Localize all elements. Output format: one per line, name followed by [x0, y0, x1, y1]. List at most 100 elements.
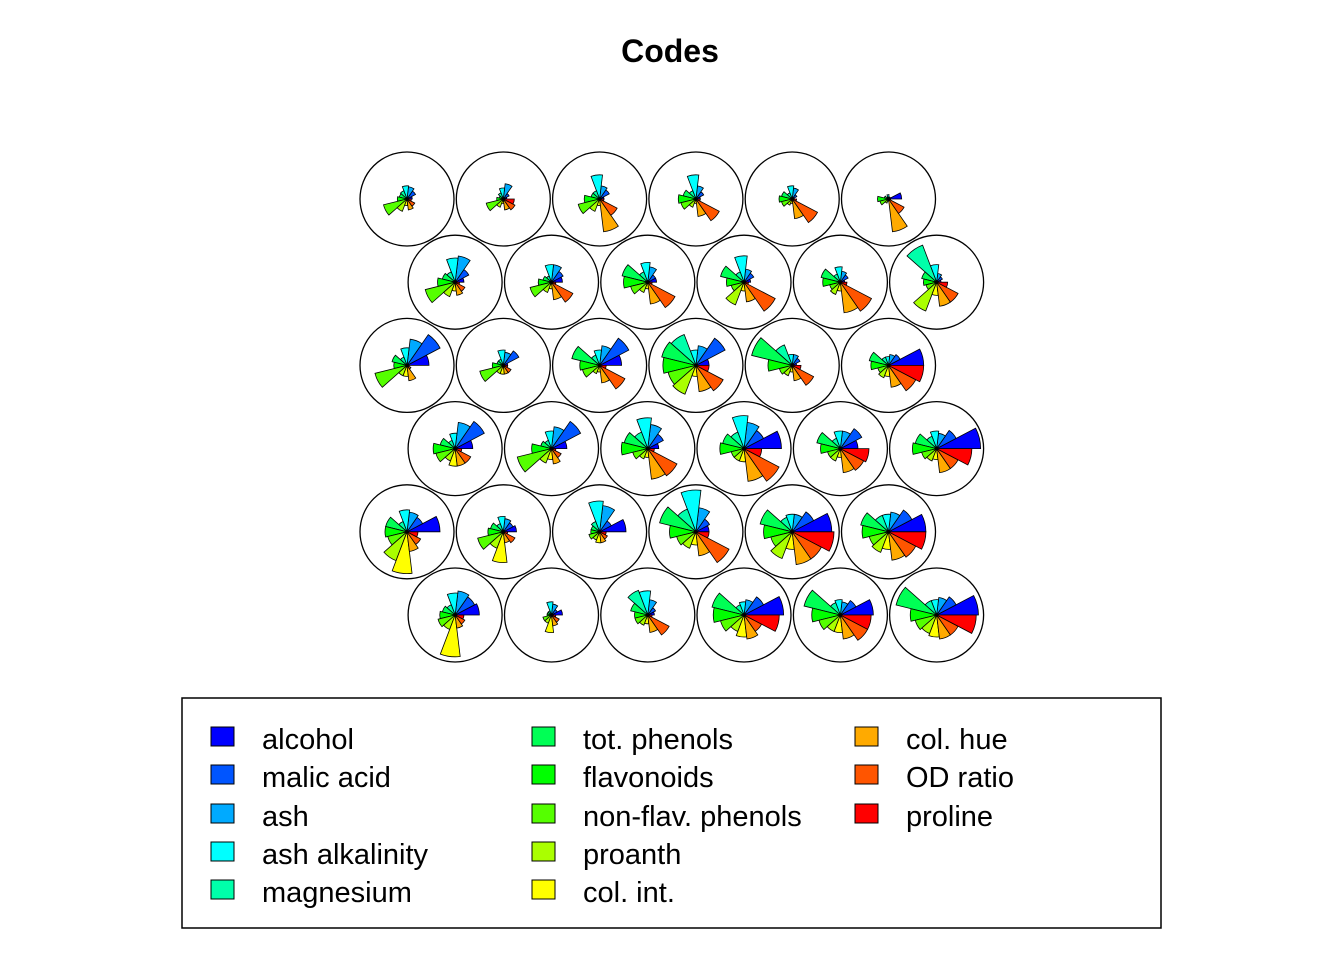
segment-ash-alkalinity — [400, 347, 410, 366]
segment-od-ratio — [647, 281, 676, 309]
segment-od-ratio — [647, 614, 670, 636]
segment-tot-phenols — [621, 264, 649, 283]
segment-proline — [888, 531, 927, 550]
unit-circle — [792, 567, 889, 663]
segment-ash-alkalinity — [686, 174, 700, 200]
segment-flavonoids — [662, 357, 696, 374]
segment-alcohol — [743, 596, 785, 616]
segment-proline — [936, 614, 977, 634]
legend-label: alcohol — [262, 724, 354, 756]
unit-circle — [407, 400, 503, 497]
segment-proline — [647, 281, 653, 285]
segment-proanth — [589, 198, 600, 212]
segment-ash — [695, 345, 708, 366]
segment-tot-phenols — [659, 506, 697, 533]
segment-magnesium — [590, 520, 600, 533]
unit-circle — [551, 151, 648, 247]
legend-swatch — [210, 803, 235, 824]
segment-proline — [406, 365, 410, 367]
segment-tot-phenols — [816, 431, 841, 449]
legend-box — [181, 697, 1162, 929]
segment-malic-acid — [454, 420, 485, 449]
segment-proanth — [878, 365, 889, 379]
segment-flavonoids — [811, 607, 841, 623]
segment-flavonoids — [923, 278, 937, 286]
segment-non-flav-phenols — [676, 531, 697, 546]
segment-proline — [454, 448, 463, 453]
unit-circle — [840, 484, 937, 580]
segment-proline — [503, 365, 509, 368]
unit-circle — [648, 484, 744, 580]
segment-flavonoids — [822, 277, 841, 287]
segment-flavonoids — [384, 526, 408, 538]
segment-proline — [888, 365, 925, 383]
legend: alcohol malic acid ash ash alkalinity magnes… — [210, 724, 1014, 909]
segment-od-ratio — [454, 614, 466, 625]
segment-tot-phenols — [860, 512, 889, 533]
segment-flavonoids — [767, 359, 793, 372]
segment-proanth — [542, 281, 552, 294]
segment-ash-alkalinity — [834, 599, 843, 616]
unit-circle — [407, 567, 503, 663]
som-unit — [696, 234, 792, 330]
segment-od-ratio — [840, 281, 873, 312]
som-unit — [503, 567, 600, 663]
segment-proanth — [496, 198, 504, 208]
segment-tot-phenols — [661, 341, 697, 366]
segment-od-ratio — [454, 281, 466, 292]
segment-proline — [840, 281, 848, 286]
segment-od-ratio — [406, 198, 416, 207]
segment-ash-alkalinity — [834, 266, 843, 283]
segment-proline — [599, 198, 605, 202]
som-unit — [888, 400, 985, 497]
legend-swatch — [210, 764, 235, 785]
legend-swatch — [210, 726, 235, 747]
segment-tot-phenols — [921, 271, 937, 283]
segment-proanth — [638, 614, 649, 626]
segment-ash — [888, 354, 896, 366]
segment-proanth — [770, 531, 793, 560]
som-unit — [407, 234, 503, 330]
legend-label: malic acid — [262, 762, 391, 794]
segment-ash-alkalinity — [734, 255, 748, 283]
segment-proline — [551, 448, 557, 452]
segment-non-flav-phenols — [477, 531, 504, 550]
segment-tot-phenols — [868, 351, 889, 366]
som-unit — [744, 151, 840, 247]
segment-ash-alkalinity — [640, 261, 651, 283]
segment-proline — [888, 198, 892, 201]
unit-circle — [792, 400, 889, 497]
legend-label: ash — [262, 801, 309, 833]
segment-ash-alkalinity — [497, 349, 506, 366]
segment-od-ratio — [695, 531, 730, 564]
segment-proline — [551, 614, 557, 618]
segment-non-flav-phenols — [778, 365, 793, 375]
legend-label: magnesium — [262, 877, 412, 909]
segment-tot-phenols — [820, 268, 841, 283]
segment-proanth — [638, 448, 649, 460]
segment-malic-acid — [791, 511, 815, 533]
unit-circle — [888, 400, 985, 497]
segment-proanth — [672, 365, 697, 395]
segment-ash-alkalinity — [588, 500, 604, 532]
unit-circle — [600, 400, 696, 497]
segment-proanth — [783, 365, 793, 377]
segment-proanth — [539, 448, 552, 464]
som-unit — [359, 317, 455, 414]
unit-circle — [888, 234, 985, 330]
segment-ash-alkalinity — [446, 257, 459, 283]
som-unit — [600, 567, 696, 663]
unit-circle — [840, 151, 937, 247]
segment-non-flav-phenols — [374, 365, 408, 388]
segment-flavonoids — [623, 275, 648, 289]
segment-od-ratio — [502, 365, 512, 374]
segment-tot-phenols — [895, 586, 937, 616]
segment-ash-alkalinity — [833, 430, 843, 449]
segment-malic-acid — [888, 509, 913, 533]
som-unit — [359, 484, 455, 580]
segment-proanth — [871, 531, 889, 553]
unit-circle — [648, 151, 744, 247]
segment-non-flav-phenols — [516, 448, 552, 473]
som-unit — [840, 484, 937, 580]
unit-circle — [455, 151, 551, 247]
